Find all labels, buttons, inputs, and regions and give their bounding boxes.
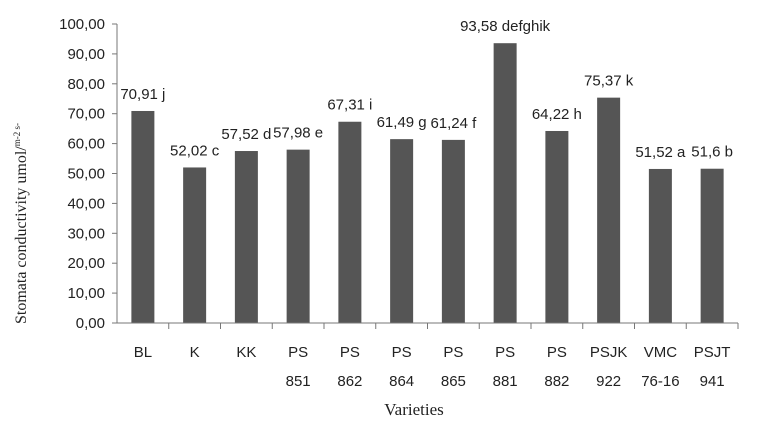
x-tick-label-line2: 882 xyxy=(544,373,569,390)
bar xyxy=(131,110,155,323)
x-tick-label: PS xyxy=(392,344,412,361)
y-tick-label: 0,00 xyxy=(76,315,105,332)
x-axis: BL K KK PS851PS862PS864PS865PS881PS882PSJK9… xyxy=(117,322,739,390)
y-tick-label: 50,00 xyxy=(67,166,105,183)
x-tick-label: K xyxy=(190,344,200,361)
data-label: 51,6 b xyxy=(691,144,733,161)
y-axis: 0,00 10,00 20,00 30,00 40,00 50,00 60,00 70,00 8… xyxy=(59,16,118,332)
y-tick-label: 100,00 xyxy=(59,16,105,33)
data-label: 52,02 c xyxy=(170,142,220,159)
x-tick-label-line2: 862 xyxy=(337,373,362,390)
x-tick-label-line2: 851 xyxy=(286,373,311,390)
data-label: 61,49 g xyxy=(377,114,427,131)
bar xyxy=(234,151,258,323)
bar xyxy=(286,149,310,323)
data-label: 57,98 e xyxy=(273,125,323,142)
y-tick-label: 60,00 xyxy=(67,136,105,153)
x-tick-label-line2: 881 xyxy=(493,373,518,390)
y-tick-label: 90,00 xyxy=(67,46,105,63)
data-label: 93,58 defghik xyxy=(460,18,551,35)
y-axis-title-unit: m-2 s- xyxy=(12,123,22,146)
data-labels: 70,91 j 52,02 c57,52 d 57,98 e67,31 i 61,49… xyxy=(120,18,733,161)
x-axis-title: Varieties xyxy=(384,400,443,419)
y-tick-label: 40,00 xyxy=(67,195,105,212)
bars xyxy=(131,43,724,324)
y-tick-label: 80,00 xyxy=(67,76,105,93)
x-tick-label-line2: 865 xyxy=(441,373,466,390)
y-tick-label: 30,00 xyxy=(67,225,105,242)
y-tick-label: 20,00 xyxy=(67,255,105,272)
x-tick-label: PSJK xyxy=(590,344,628,361)
bar xyxy=(648,168,672,323)
bar xyxy=(390,139,414,323)
x-tick-label-line2: 76-16 xyxy=(641,373,679,390)
bar xyxy=(441,139,465,323)
y-tick-label: 70,00 xyxy=(67,106,105,123)
x-tick-label: KK xyxy=(236,344,256,361)
data-label: 64,22 h xyxy=(532,106,582,123)
y-axis-title: Stomata conductivity umol/m-2 s- xyxy=(12,123,30,324)
data-label: 70,91 j xyxy=(120,86,165,103)
bar xyxy=(338,121,362,324)
bar xyxy=(183,167,207,323)
data-label: 57,52 d xyxy=(221,126,271,143)
x-tick-label-line2: 922 xyxy=(596,373,621,390)
bar xyxy=(700,168,724,323)
data-label: 51,52 a xyxy=(635,144,686,161)
y-tick-label: 10,00 xyxy=(67,285,105,302)
bar xyxy=(545,130,569,323)
x-tick-label: PS xyxy=(340,344,360,361)
data-label: 61,24 f xyxy=(430,115,477,132)
bar xyxy=(597,97,621,323)
y-axis-title-text: Stomata conductivity umol/ xyxy=(13,146,30,324)
x-tick-label: PSJT xyxy=(694,344,731,361)
x-tick-label: PS xyxy=(443,344,463,361)
x-tick-label-line2: 864 xyxy=(389,373,414,390)
data-label: 75,37 k xyxy=(584,73,634,90)
data-label: 67,31 i xyxy=(327,97,372,114)
x-tick-label: PS xyxy=(495,344,515,361)
bar xyxy=(493,43,517,323)
x-tick-label: BL xyxy=(134,344,152,361)
x-tick-label: PS xyxy=(288,344,308,361)
x-tick-label: VMC xyxy=(644,344,678,361)
x-tick-label: PS xyxy=(547,344,567,361)
x-tick-label-line2: 941 xyxy=(700,373,725,390)
